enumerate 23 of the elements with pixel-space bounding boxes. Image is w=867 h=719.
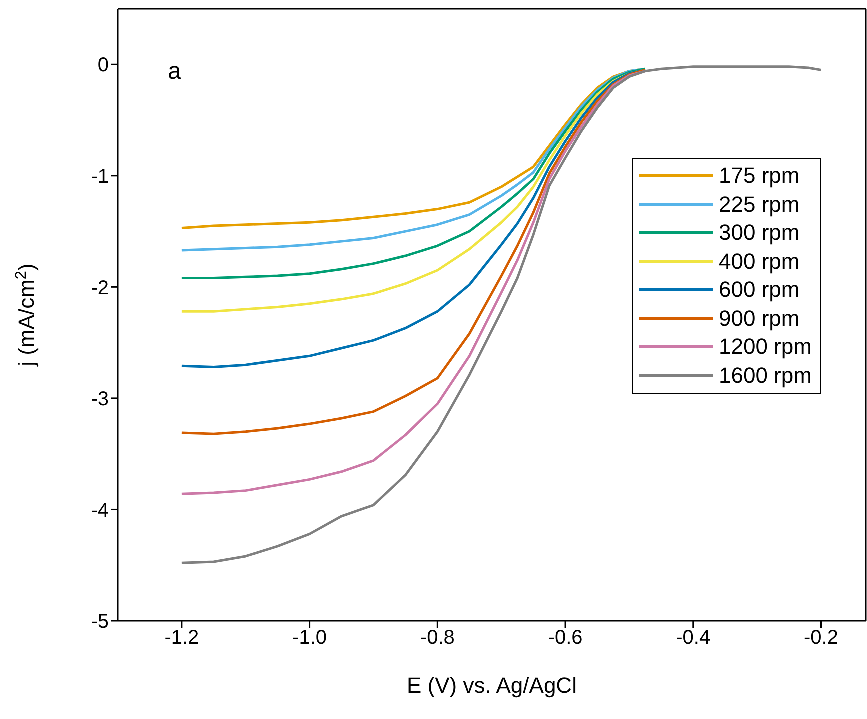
legend-label: 175 rpm: [719, 162, 800, 190]
x-tick-label: -1.2: [164, 627, 200, 650]
x-tick-label: -0.6: [548, 627, 583, 650]
line-series: [180, 66, 822, 564]
legend-label: 600 rpm: [719, 276, 800, 304]
legend-label: 225 rpm: [719, 190, 800, 219]
y-tick-label: -3: [91, 388, 109, 411]
y-tick-label: -5: [91, 611, 109, 634]
legend-label: 1200 rpm: [719, 333, 812, 361]
y-tick-label: 0: [98, 54, 109, 77]
legend-label: 1600 rpm: [719, 362, 812, 390]
annotation: a: [168, 58, 182, 86]
legend-label: 900 rpm: [719, 304, 800, 333]
legend-label: 300 rpm: [719, 219, 800, 247]
y-tick-label: -1: [91, 166, 109, 188]
x-tick-label: -0.8: [420, 627, 455, 650]
y-tick-label: -4: [91, 500, 109, 522]
x-axis-title: E (V) vs. Ag/AgCl: [407, 673, 577, 698]
x-tick-label: -0.4: [676, 627, 711, 650]
legend-label: 400 rpm: [719, 248, 800, 276]
x-tick-label: -0.2: [804, 627, 838, 650]
y-tick-label: -2: [91, 277, 109, 300]
x-tick-label: -1.0: [292, 627, 328, 650]
